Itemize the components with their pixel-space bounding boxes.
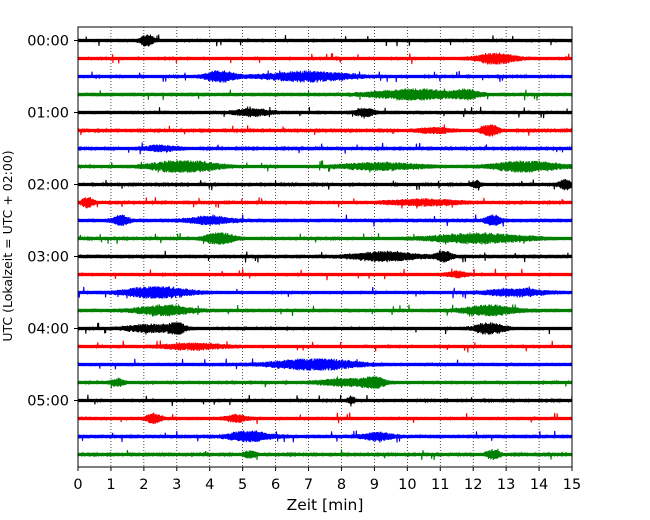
x-tick-label: 6 bbox=[271, 477, 280, 493]
x-tick-label: 10 bbox=[398, 477, 416, 493]
y-axis-label: UTC (Lokalzeit = UTC + 02:00) bbox=[0, 150, 15, 341]
trace-layer bbox=[77, 34, 573, 461]
x-tick-label: 15 bbox=[563, 477, 581, 493]
x-tick-label: 13 bbox=[497, 477, 515, 493]
y-tick-label: 02:00 bbox=[27, 178, 69, 194]
y-tick-label: 03:00 bbox=[27, 250, 69, 266]
x-tick-label: 3 bbox=[172, 477, 181, 493]
y-axis: 00:00 01:00 02:00 03:00 04:00 05:00 bbox=[27, 34, 78, 410]
y-tick-label: 05:00 bbox=[27, 394, 69, 410]
x-tick-label: 7 bbox=[304, 477, 313, 493]
y-tick-label: 00:00 bbox=[27, 34, 69, 50]
x-tick-label: 4 bbox=[205, 477, 214, 493]
y-tick-label: 04:00 bbox=[27, 322, 69, 338]
x-tick-label: 0 bbox=[73, 477, 82, 493]
x-axis-label: Zeit [min] bbox=[287, 496, 364, 514]
x-tick-label: 5 bbox=[238, 477, 247, 493]
y-tick-label: 01:00 bbox=[27, 106, 69, 122]
plot-frame bbox=[77, 26, 573, 468]
x-tick-label: 2 bbox=[139, 477, 148, 493]
trace-line bbox=[77, 304, 573, 317]
x-tick-label: 1 bbox=[106, 477, 115, 493]
x-tick-label: 8 bbox=[337, 477, 346, 493]
x-tick-label: 11 bbox=[431, 477, 449, 493]
x-tick-label: 14 bbox=[530, 477, 548, 493]
x-tick-label: 9 bbox=[370, 477, 379, 493]
x-tick-label: 12 bbox=[464, 477, 482, 493]
vertical-grid bbox=[110, 27, 540, 467]
x-axis: 0 1 2 3 4 5 6 7 8 9 10 11 12 13 14 15 bbox=[73, 467, 581, 493]
